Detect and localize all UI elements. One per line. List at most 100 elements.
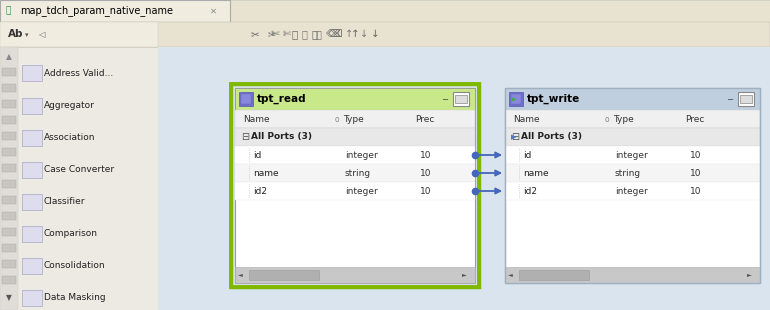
Text: map_tdch_param_native_name: map_tdch_param_native_name (20, 6, 173, 16)
Text: Address Valid...: Address Valid... (44, 69, 113, 78)
Text: Type: Type (613, 114, 634, 123)
Text: ⊟: ⊟ (511, 132, 519, 142)
Text: id: id (253, 150, 261, 160)
Text: integer: integer (615, 187, 648, 196)
Bar (738, 92, 754, 106)
Text: ✕: ✕ (210, 7, 217, 16)
Text: ↓: ↓ (360, 29, 368, 39)
Text: Prec: Prec (415, 114, 434, 123)
Bar (0, 47, 18, 310)
Text: tpt_write: tpt_write (527, 94, 581, 104)
Bar (235, 146, 475, 164)
Text: 10: 10 (690, 169, 701, 178)
Text: 10: 10 (690, 150, 701, 160)
Text: ⎘: ⎘ (301, 29, 307, 39)
Bar (509, 92, 523, 106)
Text: Aggregator: Aggregator (44, 101, 95, 110)
Bar (0, 22, 770, 47)
Text: ⎘: ⎘ (292, 29, 298, 39)
Bar (455, 95, 467, 103)
Text: ✄: ✄ (283, 29, 291, 39)
Text: integer: integer (615, 150, 648, 160)
Text: 10: 10 (690, 187, 701, 196)
Bar (505, 110, 760, 128)
Bar (505, 267, 760, 283)
Text: ▼: ▼ (6, 294, 12, 303)
Bar (0, 0, 230, 22)
Bar (453, 92, 469, 106)
Text: Ab: Ab (8, 29, 24, 39)
Text: Comparison: Comparison (44, 229, 98, 238)
Bar (235, 164, 475, 182)
Bar (740, 95, 752, 103)
Bar (2, 228, 16, 236)
Bar (511, 94, 521, 104)
Text: Consolidation: Consolidation (44, 262, 105, 271)
Bar (505, 164, 760, 182)
Bar (235, 88, 475, 110)
Text: ⊟: ⊟ (241, 132, 249, 142)
Bar (239, 92, 253, 106)
Text: Type: Type (343, 114, 363, 123)
Text: ─: ─ (443, 95, 447, 104)
Text: ⎘: ⎘ (315, 29, 321, 39)
Bar (2, 116, 16, 124)
Text: ↑: ↑ (345, 29, 353, 39)
Text: All Ports (3): All Ports (3) (521, 132, 582, 141)
Bar (22, 290, 42, 306)
Text: id: id (523, 150, 531, 160)
Bar (22, 226, 42, 242)
Text: Name: Name (513, 114, 540, 123)
Bar (22, 130, 42, 146)
Text: 🗺: 🗺 (6, 7, 12, 16)
Text: ◁: ◁ (38, 30, 45, 39)
Text: Data Masking: Data Masking (44, 294, 105, 303)
Bar (505, 88, 760, 110)
Text: ✂: ✂ (250, 29, 259, 39)
Text: integer: integer (345, 150, 378, 160)
Bar (2, 244, 16, 252)
Bar (22, 194, 42, 210)
Text: Case Converter: Case Converter (44, 166, 114, 175)
Text: ⌫: ⌫ (326, 29, 340, 39)
Bar (2, 196, 16, 204)
Text: ✂: ✂ (268, 29, 276, 39)
Bar (519, 270, 589, 280)
Text: id2: id2 (253, 187, 267, 196)
Text: name: name (253, 169, 279, 178)
Bar (0, 22, 158, 47)
Bar (231, 84, 479, 287)
Bar (505, 128, 760, 146)
Text: 10: 10 (420, 150, 431, 160)
Text: All Ports (3): All Ports (3) (251, 132, 312, 141)
Bar (2, 84, 16, 92)
Text: 10: 10 (420, 169, 431, 178)
Bar (235, 128, 475, 146)
Bar (0, 47, 158, 310)
Bar (231, 84, 479, 287)
Bar (2, 276, 16, 284)
Bar (241, 94, 251, 104)
Text: o: o (605, 114, 610, 123)
Text: name: name (523, 169, 548, 178)
Text: Classifier: Classifier (44, 197, 85, 206)
Bar (2, 148, 16, 156)
Bar (22, 98, 42, 114)
Text: o: o (335, 114, 340, 123)
Bar (0, 0, 770, 22)
Bar (2, 180, 16, 188)
Text: tpt_read: tpt_read (257, 94, 306, 104)
Text: 10: 10 (420, 187, 431, 196)
Text: ▲: ▲ (6, 52, 12, 61)
Text: ►: ► (747, 272, 752, 277)
Bar (235, 267, 475, 283)
Text: string: string (345, 169, 371, 178)
Text: ─: ─ (728, 95, 732, 104)
Bar (2, 260, 16, 268)
Bar (505, 88, 760, 283)
Bar (2, 132, 16, 140)
Bar (235, 88, 475, 283)
Text: Prec: Prec (685, 114, 705, 123)
Bar (235, 110, 475, 128)
Bar (235, 182, 475, 200)
